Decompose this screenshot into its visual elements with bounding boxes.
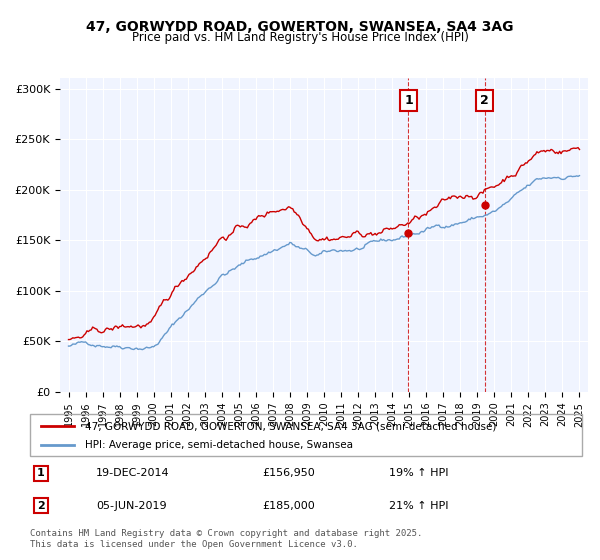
Text: 47, GORWYDD ROAD, GOWERTON, SWANSEA, SA4 3AG (semi-detached house): 47, GORWYDD ROAD, GOWERTON, SWANSEA, SA4… [85,421,497,431]
Text: 2: 2 [37,501,45,511]
Text: Contains HM Land Registry data © Crown copyright and database right 2025.
This d: Contains HM Land Registry data © Crown c… [30,529,422,549]
Text: 21% ↑ HPI: 21% ↑ HPI [389,501,448,511]
Text: 1: 1 [404,94,413,107]
Text: £156,950: £156,950 [262,468,314,478]
Text: £185,000: £185,000 [262,501,314,511]
Text: HPI: Average price, semi-detached house, Swansea: HPI: Average price, semi-detached house,… [85,440,353,450]
Text: 47, GORWYDD ROAD, GOWERTON, SWANSEA, SA4 3AG: 47, GORWYDD ROAD, GOWERTON, SWANSEA, SA4… [86,20,514,34]
Text: 2: 2 [480,94,489,107]
Text: 05-JUN-2019: 05-JUN-2019 [96,501,167,511]
Text: 19-DEC-2014: 19-DEC-2014 [96,468,170,478]
Text: 19% ↑ HPI: 19% ↑ HPI [389,468,448,478]
Text: 1: 1 [37,468,45,478]
Text: Price paid vs. HM Land Registry's House Price Index (HPI): Price paid vs. HM Land Registry's House … [131,31,469,44]
